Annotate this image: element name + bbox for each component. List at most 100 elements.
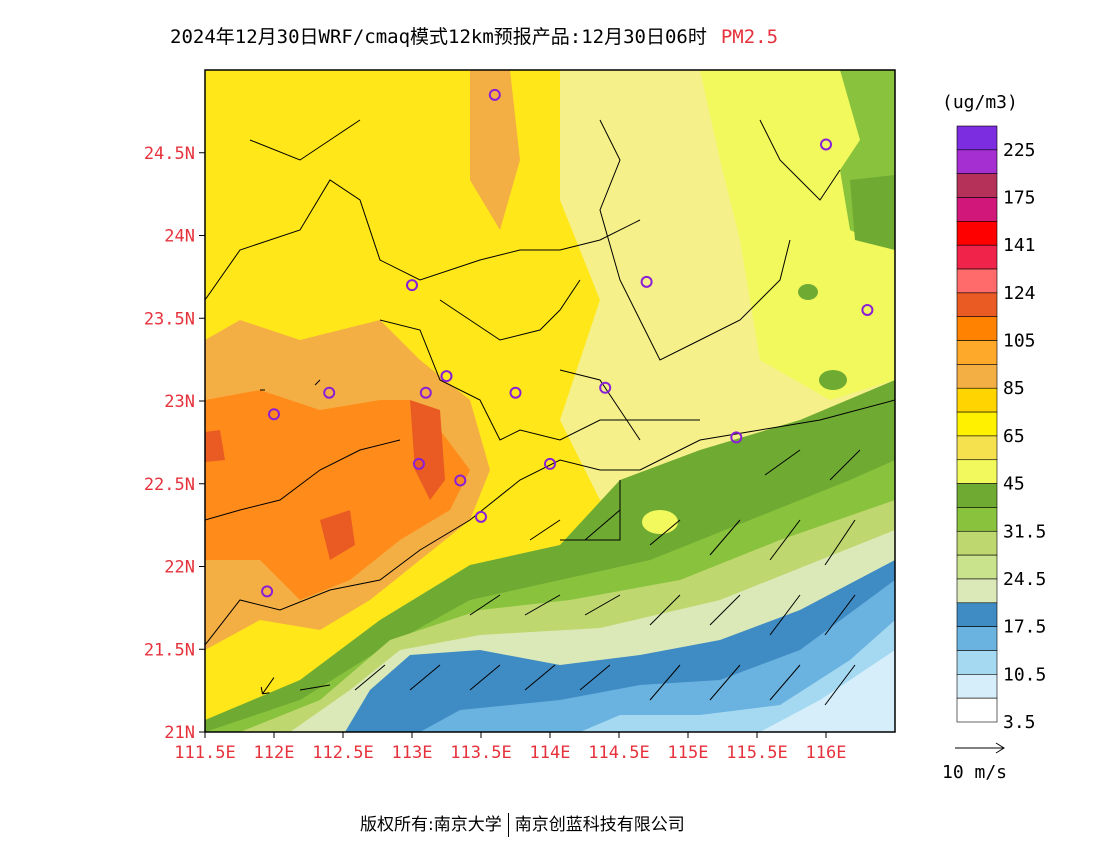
field-pale-blue — [760, 650, 895, 732]
colorbar-segment — [956, 221, 998, 246]
colorbar-labels: 225 175 141 124 105 85 65 45 31.5 24.5 17.5 10.5 3.5 — [1003, 140, 1046, 733]
station-marker — [412, 457, 425, 470]
field-spot-2 — [819, 370, 847, 390]
colorbar-segment — [956, 173, 998, 198]
colorbar-label: 24.5 — [1003, 569, 1046, 590]
station-marker — [406, 279, 418, 292]
x-tick-label: 112.5E — [312, 743, 373, 763]
station-marker — [323, 386, 336, 399]
colorbar — [956, 125, 998, 723]
colorbar-segment — [956, 316, 998, 341]
field-red-orange-2 — [320, 510, 355, 560]
station-marker — [509, 386, 522, 399]
y-tick-label: 23.5N — [144, 309, 195, 329]
colorbar-unit: (ug/m3) — [942, 92, 1018, 113]
chart-title: 2024年12月30日WRF/cmaq模式12km预报产品:12月30日06时 P… — [170, 22, 778, 49]
copyright-company: 南京创蓝科技有限公司 — [514, 815, 685, 835]
colorbar-segment — [956, 149, 998, 174]
field-orange-north — [470, 70, 520, 230]
y-tick-label: 24N — [164, 227, 195, 247]
x-tick-label: 114.5E — [588, 743, 649, 763]
y-axis: 24.5N 24N 23.5N 23N 22.5N 22N 21.5N 21N — [144, 144, 205, 743]
station-marker — [820, 138, 832, 151]
copyright-separator — [507, 813, 509, 837]
y-tick-label: 24.5N — [144, 144, 195, 164]
colorbar-segment — [956, 268, 998, 294]
x-tick-label: 115.5E — [726, 743, 787, 763]
wind-reference-label: 10 m/s — [942, 762, 1008, 783]
colorbar-label: 31.5 — [1003, 521, 1046, 542]
colorbar-segment — [956, 697, 998, 723]
colorbar-label: 45 — [1003, 474, 1025, 495]
title-main: 2024年12月30日WRF/cmaq模式12km预报产品:12月30日06时 — [170, 26, 707, 48]
colorbar-segment — [956, 340, 998, 365]
y-tick-label: 23N — [164, 392, 195, 412]
station-marker — [544, 457, 556, 470]
x-tick-label: 112E — [254, 743, 295, 763]
colorbar-label: 10.5 — [1003, 664, 1046, 685]
y-tick-label: 22.5N — [144, 475, 195, 495]
colorbar-segment — [956, 554, 998, 580]
x-tick-label: 115E — [668, 743, 709, 763]
monitoring-stations — [261, 88, 874, 598]
colorbar-label: 17.5 — [1003, 617, 1046, 638]
title-species: PM2.5 — [720, 26, 779, 48]
station-marker — [640, 275, 653, 288]
colorbar-label: 175 — [1003, 188, 1036, 209]
colorbar-label: 65 — [1003, 426, 1025, 447]
colorbar-segment — [956, 125, 998, 151]
admin-boundaries — [205, 119, 895, 646]
colorbar-label: 225 — [1003, 140, 1036, 161]
copyright-owner: 版权所有:南京大学 — [360, 815, 502, 835]
station-marker — [440, 370, 453, 383]
x-tick-label: 113.5E — [450, 743, 511, 763]
station-marker — [475, 510, 487, 523]
colorbar-segment — [956, 197, 998, 222]
station-marker — [261, 585, 274, 598]
colorbar-segment — [956, 507, 998, 532]
colorbar-segment — [956, 674, 998, 699]
station-marker — [730, 431, 743, 444]
x-axis: 111.5E 112E 112.5E 113E 113.5E 114E 114.5E 115E… — [174, 732, 846, 763]
x-tick-label: 114E — [530, 743, 571, 763]
station-marker — [488, 88, 501, 101]
colorbar-segment — [956, 459, 998, 484]
colorbar-segment — [956, 435, 998, 461]
colorbar-segment — [956, 483, 998, 508]
colorbar-label: 124 — [1003, 283, 1036, 304]
field-red-orange-1 — [410, 400, 445, 500]
field-mid-blue — [420, 580, 895, 732]
field-red-orange-3 — [205, 430, 225, 462]
field-dark-green-ne — [850, 175, 895, 250]
wind-reference-arrow — [955, 742, 1005, 754]
pm25-field — [205, 70, 895, 732]
y-tick-label: 21N — [164, 723, 195, 743]
colorbar-segment — [956, 578, 998, 604]
colorbar-segment — [956, 650, 998, 675]
colorbar-label: 141 — [1003, 235, 1036, 256]
x-tick-label: 113E — [392, 743, 433, 763]
colorbar-label: 3.5 — [1003, 712, 1036, 733]
station-marker — [268, 408, 280, 421]
colorbar-segment — [956, 411, 998, 437]
copyright-footer: 版权所有:南京大学 南京创蓝科技有限公司 — [360, 810, 685, 837]
field-spot-1 — [642, 510, 678, 534]
colorbar-segment — [956, 244, 998, 270]
x-tick-label: 116E — [806, 743, 847, 763]
colorbar-segment — [956, 292, 998, 318]
x-tick-label: 111.5E — [174, 743, 235, 763]
colorbar-segment — [956, 602, 998, 627]
colorbar-label: 85 — [1003, 378, 1025, 399]
colorbar-segment — [956, 387, 998, 413]
colorbar-segment — [956, 364, 998, 389]
colorbar-label: 105 — [1003, 331, 1036, 352]
station-marker — [454, 474, 467, 487]
y-tick-label: 21.5N — [144, 640, 195, 660]
y-tick-label: 22N — [164, 558, 195, 578]
wind-arrows — [260, 379, 861, 706]
station-marker — [599, 381, 612, 394]
field-deep-orange — [205, 390, 470, 600]
station-marker — [861, 303, 874, 316]
station-marker — [419, 386, 432, 399]
